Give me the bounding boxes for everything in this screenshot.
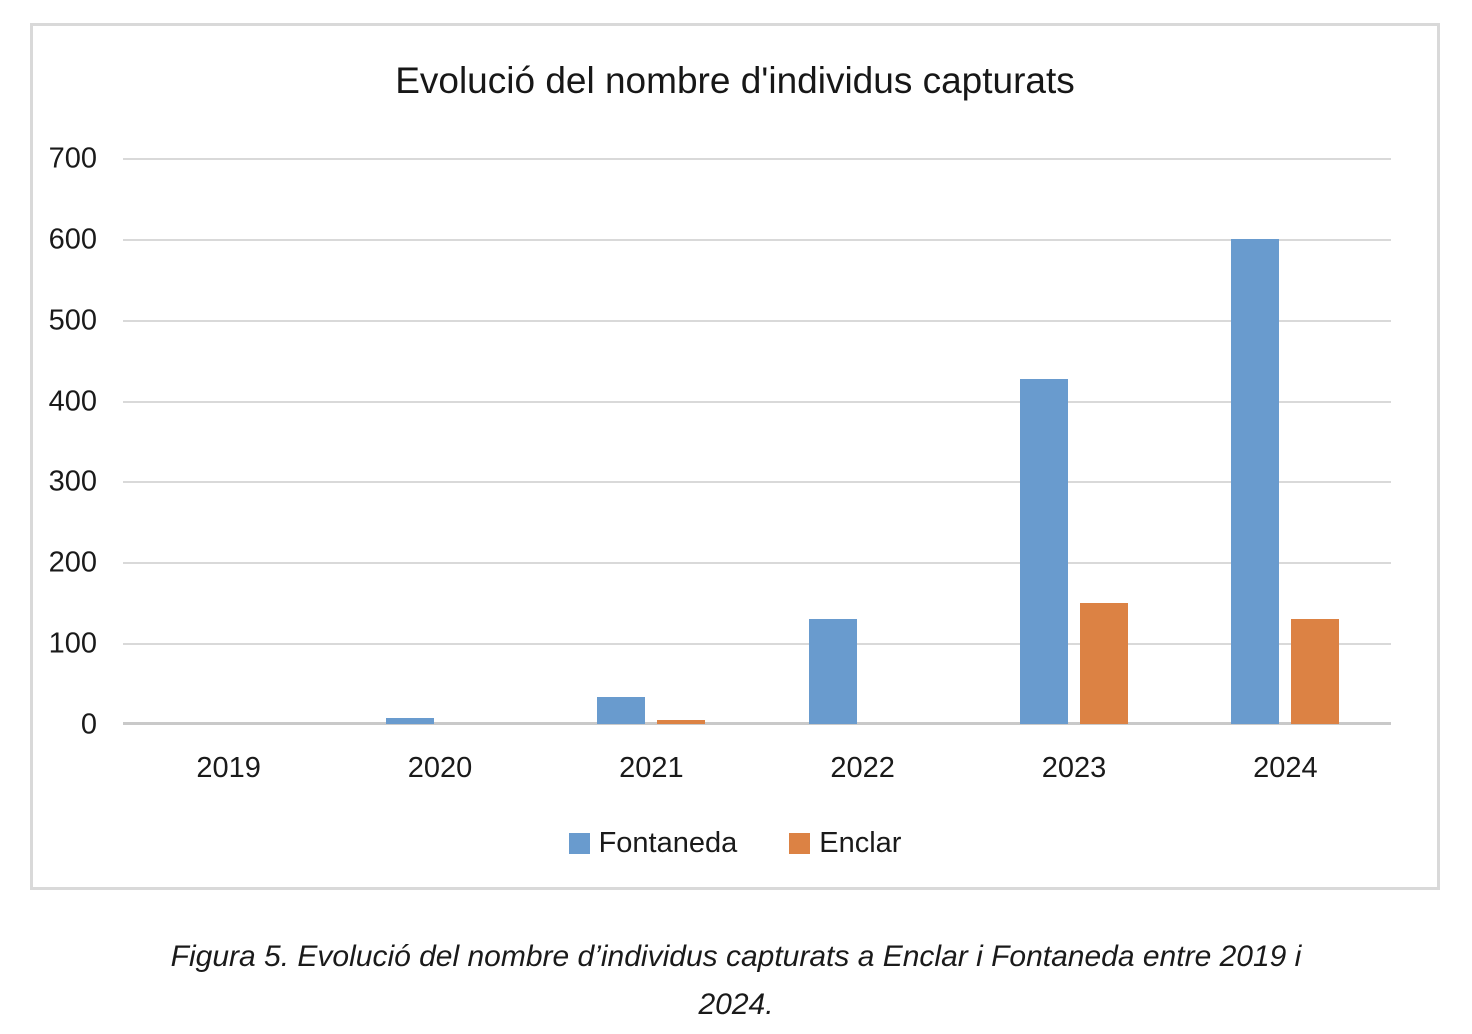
bar-fontaneda-2023 [1020,378,1068,724]
bar-fontaneda-2020 [386,718,434,724]
bar-fontaneda-2024 [1231,238,1280,724]
y-axis-tick-label: 400 [48,385,97,418]
figure-caption-line2: 2024. [698,988,774,1021]
gridline [123,400,1391,403]
x-axis-line [123,722,1391,725]
gridline [123,481,1391,484]
chart-legend: Fontaneda Enclar [33,829,1437,858]
x-axis-tick-label: 2024 [1253,752,1318,784]
bar-enclar-2024 [1291,618,1340,724]
x-axis-tick-label: 2022 [830,752,895,784]
legend-swatch-icon [789,833,811,854]
gridline [123,643,1391,646]
legend-item-enclar: Enclar [789,829,901,858]
gridline [123,319,1391,322]
bar-fontaneda-2021 [597,697,646,724]
x-axis-labels: 2019 2020 2021 2022 2023 2024 [123,751,1391,791]
chart-frame: Evolució del nombre d'individus capturat… [30,23,1440,890]
legend-label: Fontaneda [598,827,738,859]
x-axis-tick-label: 2020 [407,752,473,784]
y-axis-tick-label: 500 [48,304,97,337]
y-axis-labels: 0 100 200 300 400 500 600 700 [33,144,97,739]
gridline [123,238,1391,241]
legend-label: Enclar [819,827,902,859]
y-axis-tick-label: 0 [80,708,97,741]
gridline [123,562,1391,565]
y-axis-tick-label: 200 [48,546,97,579]
x-axis-tick-label: 2021 [619,752,684,784]
y-axis-tick-label: 700 [48,142,97,175]
bar-fontaneda-2022 [808,618,857,724]
plot-area [123,158,1391,725]
figure-caption: Figura 5. Evolució del nombre d’individu… [0,933,1472,1029]
x-axis-tick-label: 2019 [196,752,261,784]
gridline [123,158,1391,160]
legend-item-fontaneda: Fontaneda [568,827,738,859]
bar-enclar-2021 [657,719,706,724]
legend-swatch-icon [568,833,590,854]
x-axis-tick-label: 2023 [1041,752,1107,784]
chart-title: Evolució del nombre d'individus capturat… [395,60,1075,101]
y-axis-tick-label: 300 [48,465,97,498]
bar-enclar-2023 [1080,602,1128,724]
figure-caption-line1: Figura 5. Evolució del nombre d’individu… [170,940,1302,973]
y-axis-tick-label: 100 [48,627,97,660]
y-axis-tick-label: 600 [48,223,97,256]
